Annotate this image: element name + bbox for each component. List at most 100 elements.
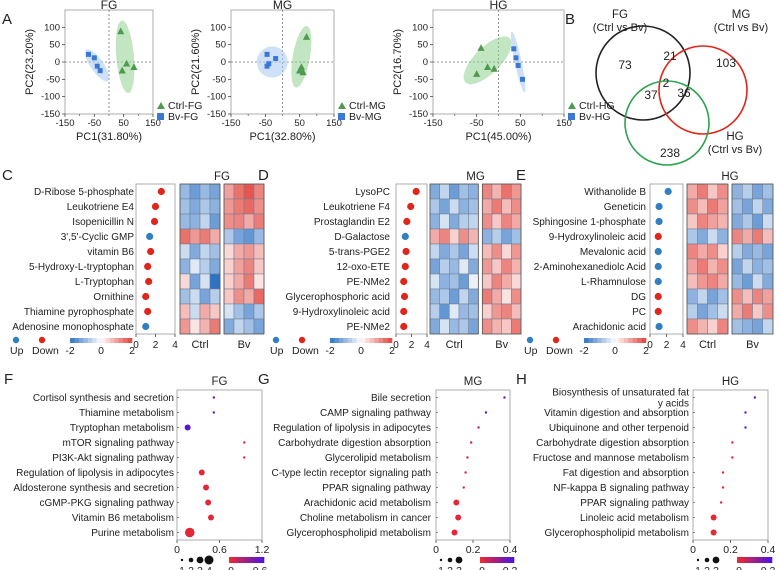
heatmap-cell bbox=[501, 183, 512, 200]
pathway-bubble bbox=[203, 484, 210, 491]
color-legend-step bbox=[752, 557, 755, 563]
heatmap-cell bbox=[199, 258, 211, 275]
heatmap-cell bbox=[707, 183, 718, 200]
heatmap-cell bbox=[429, 318, 440, 335]
metabolite-label: 2-Aminohexanediolc Acid bbox=[534, 262, 646, 273]
heatmap-cell bbox=[439, 243, 450, 260]
x-tick-label: 50 bbox=[294, 118, 305, 129]
heatmap-cell bbox=[199, 198, 211, 215]
heatmap-cell bbox=[491, 288, 502, 305]
heatmap-cell bbox=[243, 228, 255, 245]
color-scale-step bbox=[114, 338, 120, 343]
heatmap-cell bbox=[199, 303, 211, 320]
heatmap-cell bbox=[501, 213, 512, 230]
heatmap-cell bbox=[468, 198, 479, 215]
pca-point-ctrl bbox=[490, 64, 498, 72]
legend-down-dot bbox=[298, 336, 306, 344]
heatmap-cell bbox=[233, 228, 245, 245]
x-axis-label: PC1(45.00%) bbox=[465, 131, 531, 143]
heatmap-cell bbox=[179, 303, 191, 320]
size-legend-label: 2 bbox=[447, 565, 453, 570]
heatmap-cell bbox=[253, 273, 265, 290]
pathway-bubble bbox=[464, 471, 467, 474]
legend-label: Ctrl-MG bbox=[349, 100, 386, 112]
heatmap-cell bbox=[449, 318, 460, 335]
heatmap-cell bbox=[189, 303, 201, 320]
metabolite-dot-down bbox=[401, 262, 409, 271]
pca-point-bv bbox=[85, 51, 91, 57]
color-legend-step bbox=[246, 557, 249, 563]
heatmap-cell bbox=[468, 273, 479, 290]
heatmap-cell bbox=[762, 258, 774, 275]
pathway-label: Regulation of lipolysis in adipocytes bbox=[16, 468, 174, 479]
panel-letter-h: H bbox=[516, 371, 527, 388]
heatmap-cell bbox=[439, 273, 450, 290]
heatmap-cell bbox=[223, 303, 235, 320]
group-label-bv: Bv bbox=[495, 339, 508, 351]
color-scale-step bbox=[365, 338, 371, 343]
venn-count-hg-only: 238 bbox=[660, 146, 680, 160]
color-legend-step bbox=[763, 557, 766, 563]
group-label-bv: Bv bbox=[746, 339, 759, 351]
heatmap-cell bbox=[243, 318, 255, 335]
pca-ellipse-ctrl bbox=[291, 26, 312, 88]
color-legend-step bbox=[484, 557, 487, 563]
heatmap-cell bbox=[468, 228, 479, 245]
panel-letter-g: G bbox=[258, 371, 270, 388]
x-tick-label: 0.4 bbox=[503, 544, 518, 556]
legend-bv-marker bbox=[157, 113, 164, 120]
panel-letter-c: C bbox=[2, 167, 13, 184]
heatmap-cell bbox=[482, 183, 493, 200]
heatmap-cell bbox=[243, 303, 255, 320]
heatmap-cell bbox=[742, 243, 753, 260]
heatmap-cell bbox=[243, 273, 255, 290]
color-scale-step bbox=[361, 338, 366, 343]
metabolite-dot-down bbox=[400, 322, 408, 331]
color-legend-step bbox=[747, 557, 751, 563]
heatmap-cell bbox=[468, 288, 479, 305]
heatmap-cell bbox=[233, 243, 245, 260]
color-legend-step bbox=[741, 557, 744, 563]
metabolite-dot-down bbox=[147, 247, 155, 256]
heatmap-cell bbox=[223, 198, 235, 215]
venn-set-sub: (Ctrl vs Bv) bbox=[714, 22, 768, 34]
heatmap-cell bbox=[439, 288, 450, 305]
color-scale-step bbox=[330, 338, 335, 343]
pathway-label: Fat digestion and absorption bbox=[563, 468, 689, 479]
size-legend-dot bbox=[204, 555, 214, 565]
color-legend-step bbox=[255, 557, 258, 563]
color-legend-step bbox=[233, 557, 236, 563]
heatmap-cell bbox=[429, 258, 440, 275]
color-legend-step bbox=[490, 557, 494, 563]
metabolite-label: 5-Hydroxy-L-tryptophan bbox=[29, 262, 134, 273]
metabolite-dot-down bbox=[151, 202, 160, 211]
pathway-bubble bbox=[208, 514, 214, 521]
color-legend-step bbox=[743, 557, 747, 563]
color-scale-label: -2 bbox=[579, 345, 588, 357]
heatmap-cell bbox=[209, 288, 221, 305]
color-scale-step bbox=[83, 338, 89, 343]
color-scale-label: 2 bbox=[389, 345, 395, 357]
heatmap-cell bbox=[752, 318, 763, 335]
heatmap-cell bbox=[482, 213, 493, 230]
heatmap-cell bbox=[762, 243, 774, 260]
heatmap-cell bbox=[243, 213, 255, 230]
heatmap-cell bbox=[429, 243, 440, 260]
color-legend-max: 0.3 bbox=[503, 565, 518, 570]
pathway-bubble bbox=[731, 441, 734, 444]
heatmap-cell bbox=[449, 303, 460, 320]
heatmap-cell bbox=[762, 183, 774, 200]
heatmap-title: MG bbox=[466, 171, 485, 183]
heatmap-cell bbox=[458, 243, 469, 260]
pca-point-ctrl bbox=[130, 63, 138, 70]
size-legend-label: 2 bbox=[704, 565, 710, 570]
heatmap-cell bbox=[511, 228, 522, 245]
legend-label: Ctrl-HG bbox=[579, 100, 615, 112]
heatmap-cell bbox=[686, 273, 698, 290]
color-scale-step bbox=[641, 338, 647, 343]
color-legend-step bbox=[499, 557, 502, 563]
size-legend-dot bbox=[447, 557, 453, 563]
heatmap-cell bbox=[449, 183, 460, 200]
heatmap-cell bbox=[233, 288, 245, 305]
heatmap-cell bbox=[511, 258, 522, 275]
